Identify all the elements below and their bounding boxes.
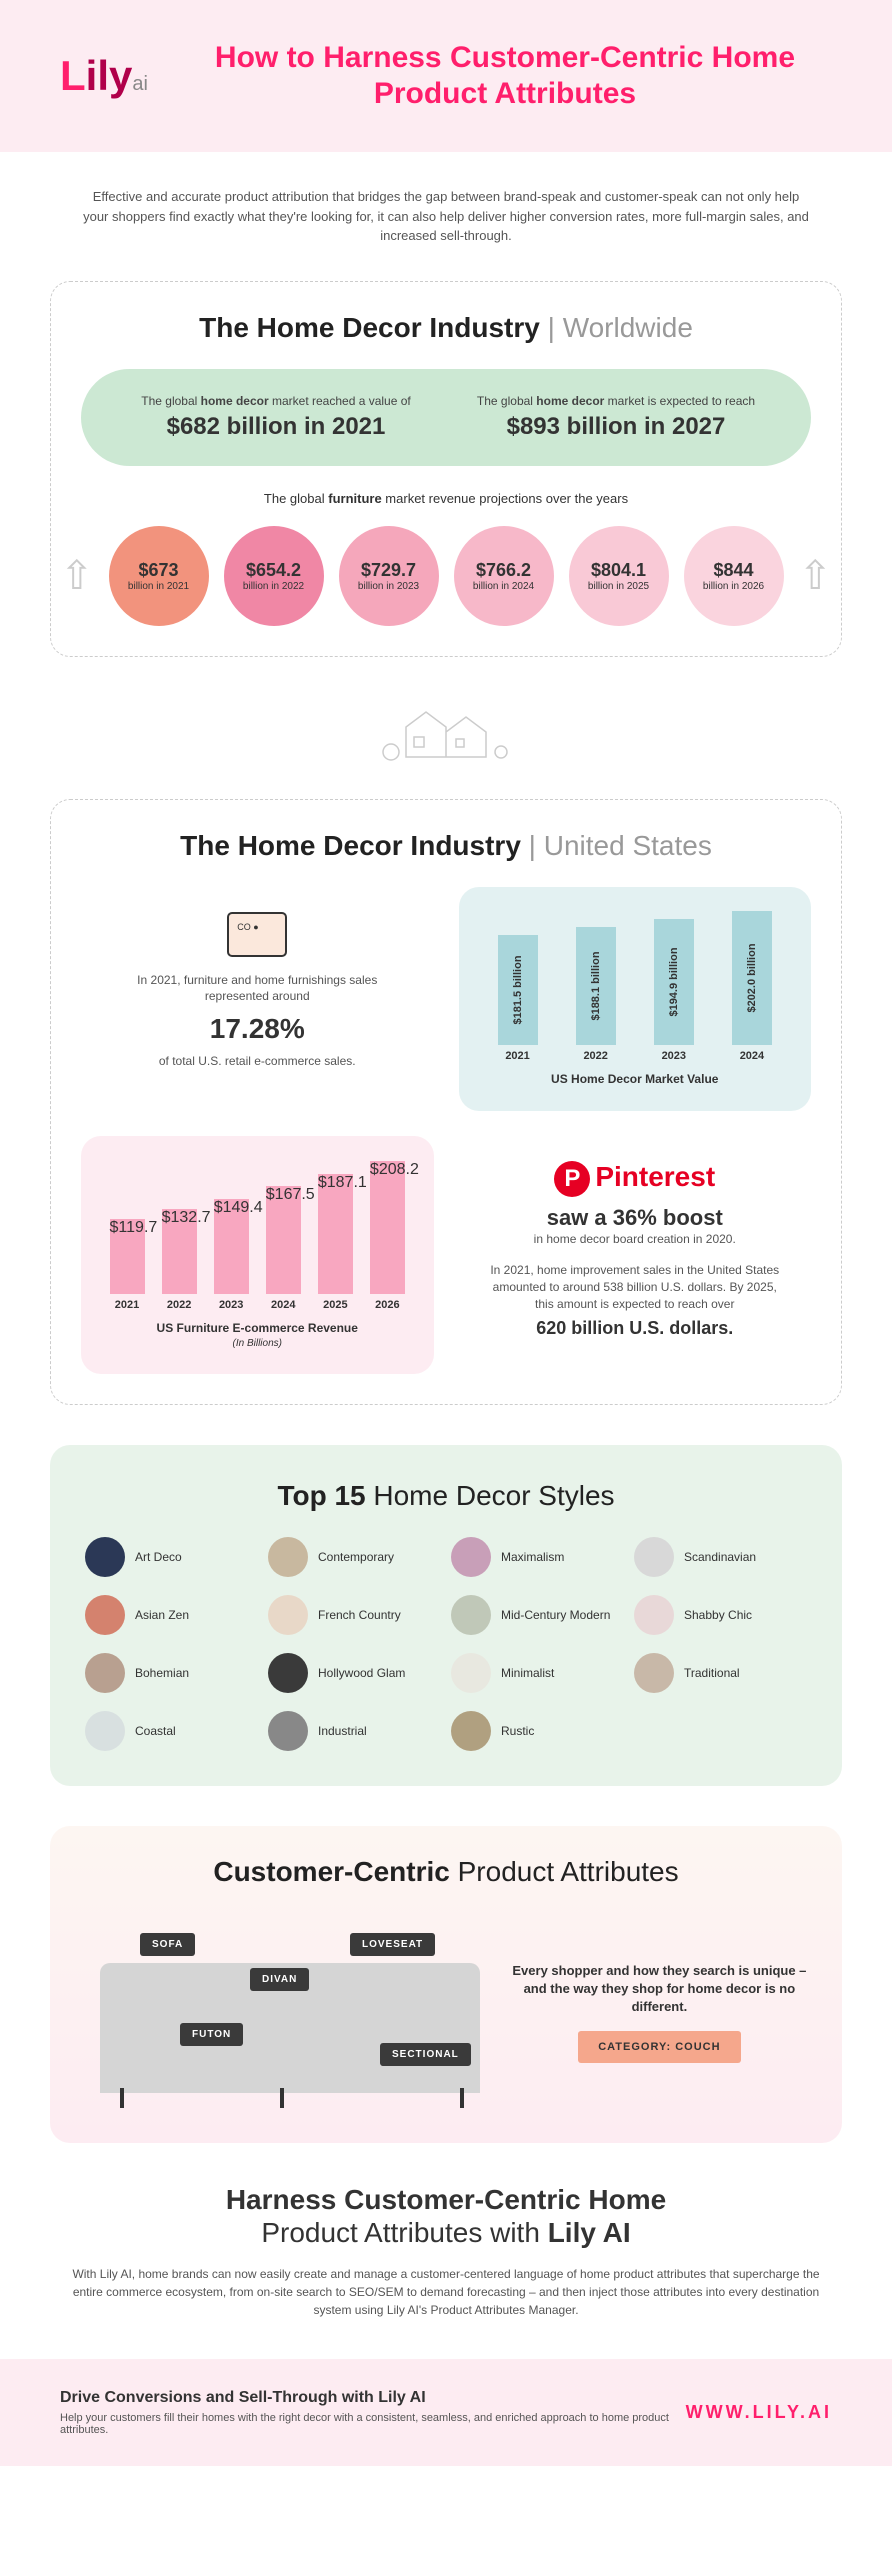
style-item: Traditional — [634, 1653, 807, 1693]
value-circle: $654.2billion in 2022 — [224, 526, 324, 626]
value-circle: $804.1billion in 2025 — [569, 526, 669, 626]
chart-bar: $149.42023 — [214, 1199, 249, 1311]
footer-text: Help your customers fill their homes wit… — [60, 2412, 686, 2436]
header: Lilyai How to Harness Customer-Centric H… — [0, 0, 892, 152]
value-circle: $844billion in 2026 — [684, 526, 784, 626]
pill-left: The global home decor market reached a v… — [121, 394, 431, 441]
styles-section: Top 15 Home Decor Styles Art DecoContemp… — [50, 1445, 842, 1786]
value-circle: $766.2billion in 2024 — [454, 526, 554, 626]
style-item: Maximalism — [451, 1537, 624, 1577]
arrow-up-icon: ⇧ — [799, 553, 833, 599]
tag-futon: FUTON — [180, 2023, 243, 2046]
us-section: The Home Decor Industry | United States … — [50, 799, 842, 1405]
chart-bar: $202.0 billion2024 — [732, 911, 772, 1062]
style-item: Bohemian — [85, 1653, 258, 1693]
chart-bar: $119.72021 — [110, 1219, 145, 1311]
style-item: Art Deco — [85, 1537, 258, 1577]
tag-sectional: SECTIONAL — [380, 2043, 471, 2066]
harness-section: Harness Customer-Centric HomeProduct Att… — [60, 2183, 832, 2319]
green-pill: The global home decor market reached a v… — [81, 369, 811, 466]
style-item: Minimalist — [451, 1653, 624, 1693]
intro-text: Effective and accurate product attributi… — [0, 152, 892, 281]
style-item: French Country — [268, 1595, 441, 1635]
pinterest-logo: PPinterest — [484, 1161, 787, 1197]
style-item: Rustic — [451, 1711, 624, 1751]
style-item: Coastal — [85, 1711, 258, 1751]
us-left-card: In 2021, furniture and home furnishings … — [81, 887, 434, 1111]
chart-bar: $132.72022 — [162, 1209, 197, 1311]
logo: Lilyai — [60, 52, 148, 100]
section-title: The Home Decor Industry | United States — [81, 830, 811, 862]
chart-bar: $194.9 billion2023 — [654, 919, 694, 1062]
style-item: Industrial — [268, 1711, 441, 1751]
tag-sofa: SOFA — [140, 1933, 195, 1956]
circles-row: ⇧ $673billion in 2021$654.2billion in 20… — [81, 526, 811, 626]
footer-heading: Drive Conversions and Sell-Through with … — [60, 2389, 686, 2407]
attributes-section: Customer-Centric Product Attributes SOFA… — [50, 1826, 842, 2143]
chart-bar: $208.22026 — [370, 1161, 405, 1311]
value-circle: $673billion in 2021 — [109, 526, 209, 626]
main-title: How to Harness Customer-Centric Home Pro… — [178, 40, 832, 112]
pill-right: The global home decor market is expected… — [461, 394, 771, 441]
pinterest-card: PPinterest saw a 36% boost in home decor… — [459, 1136, 812, 1374]
section-title: Customer-Centric Product Attributes — [80, 1856, 812, 1888]
subline: The global furniture market revenue proj… — [81, 491, 811, 506]
section-title: The Home Decor Industry | Worldwide — [81, 312, 811, 344]
arrow-up-icon: ⇧ — [60, 553, 94, 599]
furniture-chart-card: $119.72021 $132.72022 $149.42023 $167.52024… — [81, 1136, 434, 1374]
chart-bar: $187.12025 — [318, 1174, 353, 1311]
chart-bar: $188.1 billion2022 — [576, 927, 616, 1062]
worldwide-section: The Home Decor Industry | Worldwide The … — [50, 281, 842, 657]
tag-divan: DIVAN — [250, 1968, 309, 1991]
section-title: Top 15 Home Decor Styles — [85, 1480, 807, 1512]
style-item: Asian Zen — [85, 1595, 258, 1635]
style-item: Mid-Century Modern — [451, 1595, 624, 1635]
style-item: Scandinavian — [634, 1537, 807, 1577]
footer: Drive Conversions and Sell-Through with … — [0, 2359, 892, 2466]
chart-bar: $181.5 billion2021 — [498, 935, 538, 1062]
sofa-diagram: SOFA DIVAN LOVESEAT FUTON SECTIONAL — [80, 1913, 477, 2113]
house-illustration — [0, 697, 892, 779]
value-circle: $729.7billion in 2023 — [339, 526, 439, 626]
style-item: Shabby Chic — [634, 1595, 807, 1635]
category-tag: CATEGORY: COUCH — [578, 2031, 740, 2063]
register-icon — [227, 912, 287, 957]
logo-l: L — [60, 52, 86, 99]
attr-right: Every shopper and how they search is uni… — [507, 1962, 812, 2064]
footer-url[interactable]: WWW.LILY.AI — [686, 2402, 832, 2423]
style-item: Hollywood Glam — [268, 1653, 441, 1693]
us-market-chart-card: $181.5 billion2021 $188.1 billion2022 $194… — [459, 887, 812, 1111]
tag-loveseat: LOVESEAT — [350, 1933, 435, 1956]
logo-ai: ai — [132, 73, 148, 95]
style-item: Contemporary — [268, 1537, 441, 1577]
logo-ily: ily — [86, 52, 133, 99]
chart-bar: $167.52024 — [266, 1186, 301, 1311]
